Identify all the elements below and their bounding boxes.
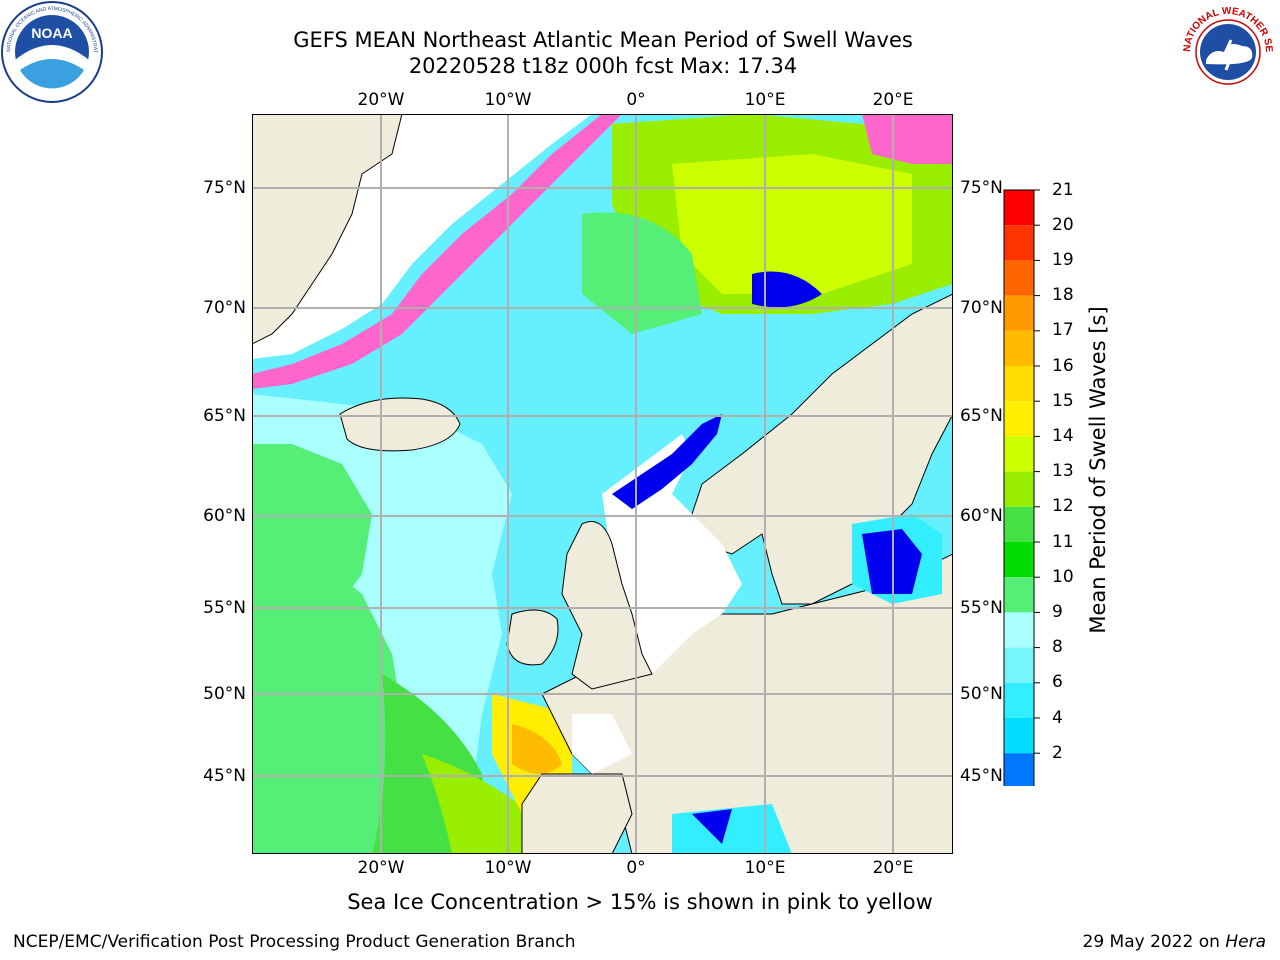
colorbar-tick: 20 — [1052, 215, 1074, 235]
lon-label-bottom: 10°E — [744, 858, 786, 878]
colorbar-cell — [1004, 260, 1034, 296]
colorbar-tick: 6 — [1052, 672, 1063, 692]
colorbar-tick: 16 — [1052, 356, 1074, 376]
colorbar-cell — [1004, 753, 1034, 786]
footer-date-text: 29 May 2022 on — [1082, 932, 1226, 952]
colorbar-cell — [1004, 506, 1034, 542]
lat-label-left: 65°N — [203, 406, 246, 426]
colorbar-cell — [1004, 295, 1034, 331]
map-subtitle: 20220528 t18z 000h fcst Max: 17.34 — [408, 54, 798, 78]
colorbar — [1003, 189, 1040, 786]
lon-label-bottom: 0° — [626, 858, 646, 878]
footer-date: 29 May 2022 on Hera — [1083, 932, 1267, 952]
colorbar-tick: 10 — [1052, 567, 1074, 587]
colorbar-tick: 12 — [1052, 496, 1074, 516]
footer-credit: NCEP/EMC/Verification Post Processing Pr… — [13, 932, 576, 952]
lon-label-top: 0° — [626, 90, 646, 110]
colorbar-cell — [1004, 436, 1034, 472]
colorbar-tick: 14 — [1052, 426, 1074, 446]
lon-label-top: 20°E — [872, 90, 914, 110]
lat-label-left: 45°N — [203, 766, 246, 786]
colorbar-label: Mean Period of Swell Waves [s] — [1086, 306, 1110, 634]
lon-label-top: 20°W — [357, 90, 405, 110]
colorbar-cell — [1004, 612, 1034, 648]
lon-label-top: 10°W — [484, 90, 532, 110]
lat-label-right: 70°N — [960, 298, 1003, 318]
footer-host: Hera — [1225, 932, 1266, 952]
lat-label-left: 50°N — [203, 684, 246, 704]
lat-label-right: 45°N — [960, 766, 1003, 786]
lon-label-top: 10°E — [744, 90, 786, 110]
colorbar-cell — [1004, 577, 1034, 613]
colorbar-tick: 21 — [1052, 180, 1074, 200]
colorbar-cell — [1004, 682, 1034, 718]
lat-label-left: 75°N — [203, 178, 246, 198]
colorbar-cell — [1004, 330, 1034, 366]
lat-label-right: 50°N — [960, 684, 1003, 704]
colorbar-cell — [1004, 401, 1034, 437]
colorbar-cell — [1004, 366, 1034, 402]
colorbar-tick: 11 — [1052, 532, 1074, 552]
colorbar-cell — [1004, 225, 1034, 261]
lon-label-bottom: 20°E — [872, 858, 914, 878]
colorbar-cell — [1004, 542, 1034, 578]
colorbar-cell — [1004, 718, 1034, 754]
lat-label-right: 55°N — [960, 598, 1003, 618]
lat-label-right: 75°N — [960, 178, 1003, 198]
colorbar-tick: 2 — [1052, 743, 1063, 763]
swell-period-map[interactable] — [252, 114, 953, 854]
colorbar-tick: 13 — [1052, 461, 1074, 481]
colorbar-tick: 4 — [1052, 708, 1063, 728]
colorbar-frame — [1003, 189, 1035, 786]
colorbar-tick: 18 — [1052, 285, 1074, 305]
colorbar-cell — [1004, 647, 1034, 683]
colorbar-tick: 17 — [1052, 320, 1074, 340]
map-title: GEFS MEAN Northeast Atlantic Mean Period… — [293, 28, 913, 52]
lat-label-left: 55°N — [203, 598, 246, 618]
noaa-logo: NOAA NATIONAL OCEANIC AND ATMOSPHERIC AD… — [0, 0, 103, 103]
colorbar-cell — [1004, 471, 1034, 507]
lat-label-right: 65°N — [960, 406, 1003, 426]
lat-label-left: 70°N — [203, 298, 246, 318]
colorbar-tick: 8 — [1052, 637, 1063, 657]
svg-text:NOAA: NOAA — [31, 25, 72, 41]
sea-ice-note: Sea Ice Concentration > 15% is shown in … — [347, 890, 933, 914]
colorbar-cell — [1004, 190, 1034, 226]
colorbar-tick: 9 — [1052, 602, 1063, 622]
lat-label-left: 60°N — [203, 506, 246, 526]
colorbar-tick: 15 — [1052, 391, 1074, 411]
lon-label-bottom: 20°W — [357, 858, 405, 878]
lat-label-right: 60°N — [960, 506, 1003, 526]
colorbar-tick: 19 — [1052, 250, 1074, 270]
lon-label-bottom: 10°W — [484, 858, 532, 878]
nws-logo: NATIONAL WEATHER SERVICE — [1176, 0, 1278, 102]
